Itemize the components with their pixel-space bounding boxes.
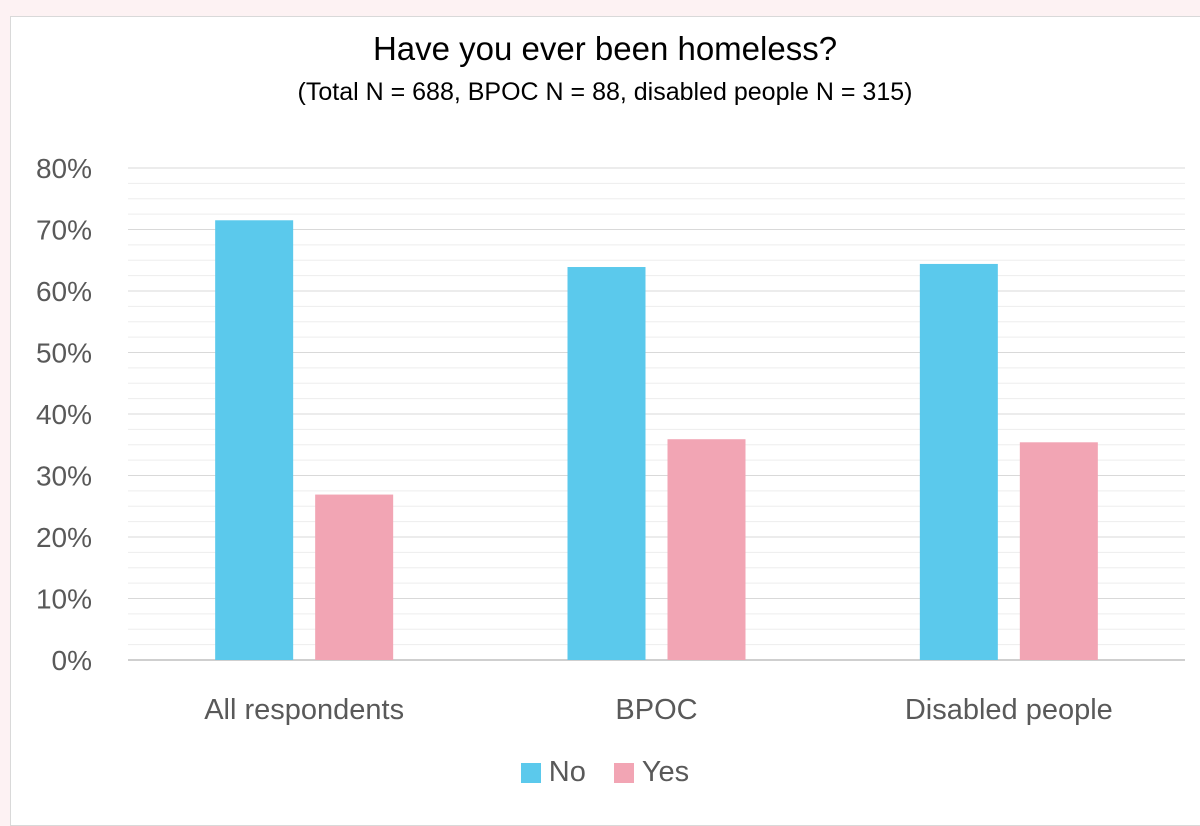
y-tick-label: 30% <box>36 461 92 492</box>
legend-label-no: No <box>548 756 586 788</box>
legend-label-yes: Yes <box>641 756 690 788</box>
chart-legend: No Yes <box>0 756 1200 789</box>
y-tick-label: 70% <box>36 215 92 246</box>
legend-item-yes: Yes <box>613 756 690 789</box>
bar-yes <box>667 439 746 660</box>
y-tick-label: 60% <box>36 276 92 307</box>
legend-swatch-yes <box>613 762 634 783</box>
bar-no <box>215 220 294 660</box>
chart-subtitle: (Total N = 688, BPOC N = 88, disabled pe… <box>297 78 913 106</box>
bar-yes <box>315 494 394 660</box>
x-tick-label: BPOC <box>615 694 697 726</box>
y-tick-label: 10% <box>36 584 92 615</box>
y-tick-label: 0% <box>52 645 92 676</box>
y-tick-label: 50% <box>36 338 92 369</box>
bar-yes <box>1019 442 1098 660</box>
y-tick-label: 20% <box>36 522 92 553</box>
y-tick-label: 80% <box>36 153 92 184</box>
x-tick-label: All respondents <box>204 694 404 726</box>
legend-swatch-no <box>520 762 541 783</box>
bar-no <box>919 263 998 660</box>
x-tick-label: Disabled people <box>905 694 1113 726</box>
y-tick-label: 40% <box>36 399 92 430</box>
legend-item-no: No <box>520 756 586 789</box>
bar-no <box>567 267 646 660</box>
chart-title: Have you ever been homeless? <box>372 30 838 67</box>
